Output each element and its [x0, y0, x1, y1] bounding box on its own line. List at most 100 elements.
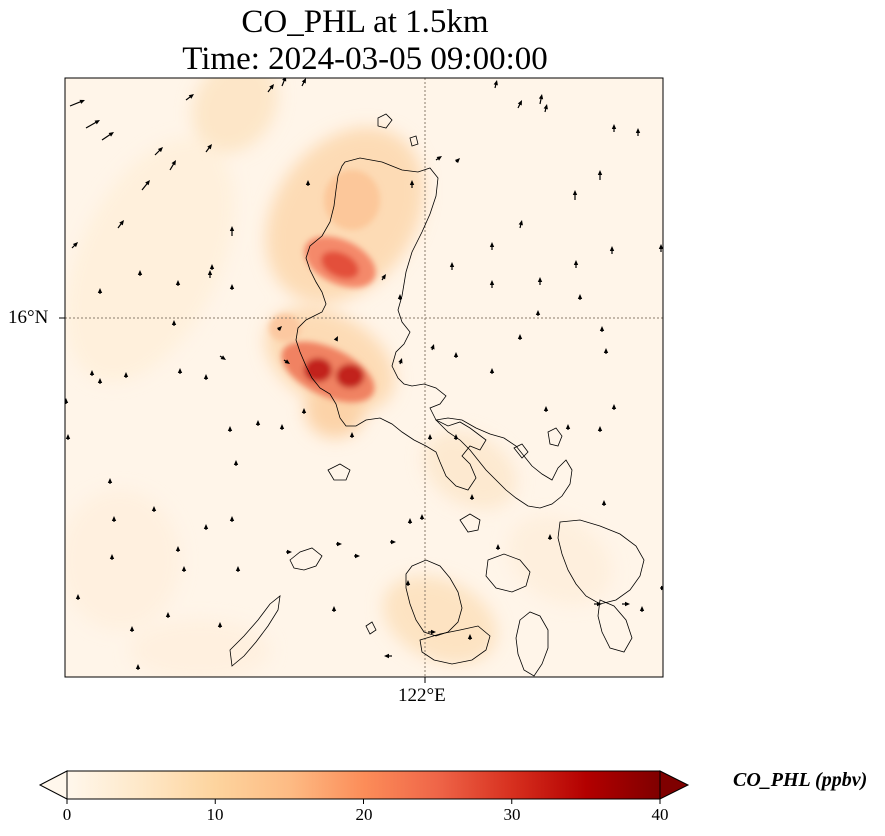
wind-vector-head — [355, 553, 360, 559]
wind-vector-head — [151, 506, 157, 511]
wind-vector-head — [658, 244, 663, 249]
wind-vector-head — [111, 516, 117, 521]
wind-vector-head — [157, 147, 163, 153]
wind-vector-head — [89, 370, 95, 375]
wind-vector-head — [436, 156, 442, 161]
wind-vector-head — [305, 180, 311, 185]
colorbar-tick-label: 0 — [62, 805, 72, 824]
wind-vector-head — [625, 601, 630, 607]
small-island-center — [327, 463, 351, 481]
calamian-islands — [289, 547, 323, 571]
small-island-sw — [365, 621, 377, 635]
wind-vector-head — [217, 622, 223, 627]
wind-vector-head — [449, 262, 455, 267]
panay-coastline — [419, 625, 491, 665]
wind-vector-head — [301, 78, 306, 84]
wind-vector-head — [79, 99, 85, 104]
wind-vector-head — [175, 280, 181, 285]
wind-vector-head — [489, 280, 495, 285]
wind-vector-head — [123, 372, 129, 377]
wind-vector-head — [165, 612, 171, 617]
wind-vector-head — [537, 277, 543, 282]
wind-vector-head — [209, 264, 215, 269]
wind-vector-head — [431, 629, 436, 635]
colorbar-tick-label: 10 — [206, 805, 224, 824]
wind-vector-head — [495, 544, 501, 549]
wind-vector-head — [287, 549, 292, 555]
wind-vector-head — [517, 334, 523, 339]
wind-vector-head — [577, 294, 583, 299]
wind-vector-head — [407, 518, 413, 523]
wind-vector-head — [145, 180, 150, 186]
map-content — [65, 78, 663, 677]
wind-vector-head — [543, 104, 548, 110]
wind-vector-head — [601, 500, 607, 505]
wind-vector-head — [405, 580, 411, 585]
wind-vector-head — [518, 220, 523, 226]
wind-vector-head — [97, 378, 103, 383]
wind-vector-head — [565, 424, 571, 429]
wind-vector-head — [107, 478, 113, 483]
wind-vector-head — [597, 601, 602, 607]
colorbar — [38, 770, 690, 804]
colorbar-label: CO_PHL (ppbv) — [733, 769, 868, 791]
wind-vector-head — [419, 514, 425, 519]
wind-vector-head — [227, 426, 233, 431]
colorbar-extend-min — [38, 770, 68, 800]
wind-vector-head — [337, 541, 342, 547]
wind-vector-head — [597, 170, 603, 175]
wind-vector-head — [135, 664, 141, 669]
wind-vector-head — [597, 426, 603, 431]
negros-cebu-coastline — [515, 611, 549, 677]
wind-vector-head — [611, 404, 617, 409]
wind-vector-head — [97, 288, 103, 293]
colorbar-tick-label: 40 — [651, 805, 669, 824]
leyte-coastline — [597, 599, 633, 653]
wind-vector-head — [454, 158, 460, 164]
colorbar-extend-max — [659, 770, 690, 800]
wind-vector-head — [603, 348, 609, 353]
wind-vector-head — [538, 94, 544, 100]
wind-vector-head — [129, 626, 135, 631]
wind-vector-head — [175, 546, 181, 551]
wind-vector-head — [233, 460, 239, 465]
wind-vector-head — [137, 270, 143, 275]
wind-vector-head — [430, 344, 435, 350]
latitude-tick-label: 16°N — [8, 307, 49, 328]
wind-vector-head — [207, 270, 213, 275]
wind-vector-head — [453, 352, 459, 357]
wind-vector-head — [255, 420, 261, 425]
wind-vector-head — [177, 368, 183, 373]
wind-vector-head — [229, 226, 235, 231]
wind-vector-head — [269, 84, 274, 90]
wind-vector-head — [639, 606, 645, 611]
wind-vector-head — [235, 566, 241, 571]
wind-vector-head — [469, 494, 475, 499]
small-island-north — [377, 113, 393, 129]
wind-vector-head — [573, 260, 579, 265]
wind-vector-head — [284, 359, 290, 364]
wind-vector-head — [65, 434, 71, 439]
wind-vector-head — [391, 539, 396, 545]
wind-vector-head — [427, 434, 433, 439]
wind-vector-head — [381, 274, 386, 280]
wind-vector-head — [572, 190, 578, 195]
wind-vector-head — [384, 653, 389, 659]
wind-vector-head — [75, 594, 81, 599]
wind-vector-head — [398, 358, 403, 364]
wind-vector-head — [635, 128, 641, 133]
wind-vector-head — [333, 336, 338, 342]
coastlines — [229, 113, 645, 677]
wind-vector-head — [188, 94, 194, 99]
co-concentration-field — [65, 78, 612, 677]
colorbar-tick-label: 20 — [355, 805, 373, 824]
wind-vector-shaft — [69, 100, 83, 107]
wind-vector-head — [397, 294, 403, 299]
bicol-coastline — [435, 417, 573, 509]
wind-vector-head — [119, 220, 124, 226]
wind-vector-head — [467, 634, 473, 639]
map-frame — [64, 77, 664, 678]
wind-vector-shaft — [85, 120, 98, 129]
wind-vector-head — [535, 310, 541, 315]
